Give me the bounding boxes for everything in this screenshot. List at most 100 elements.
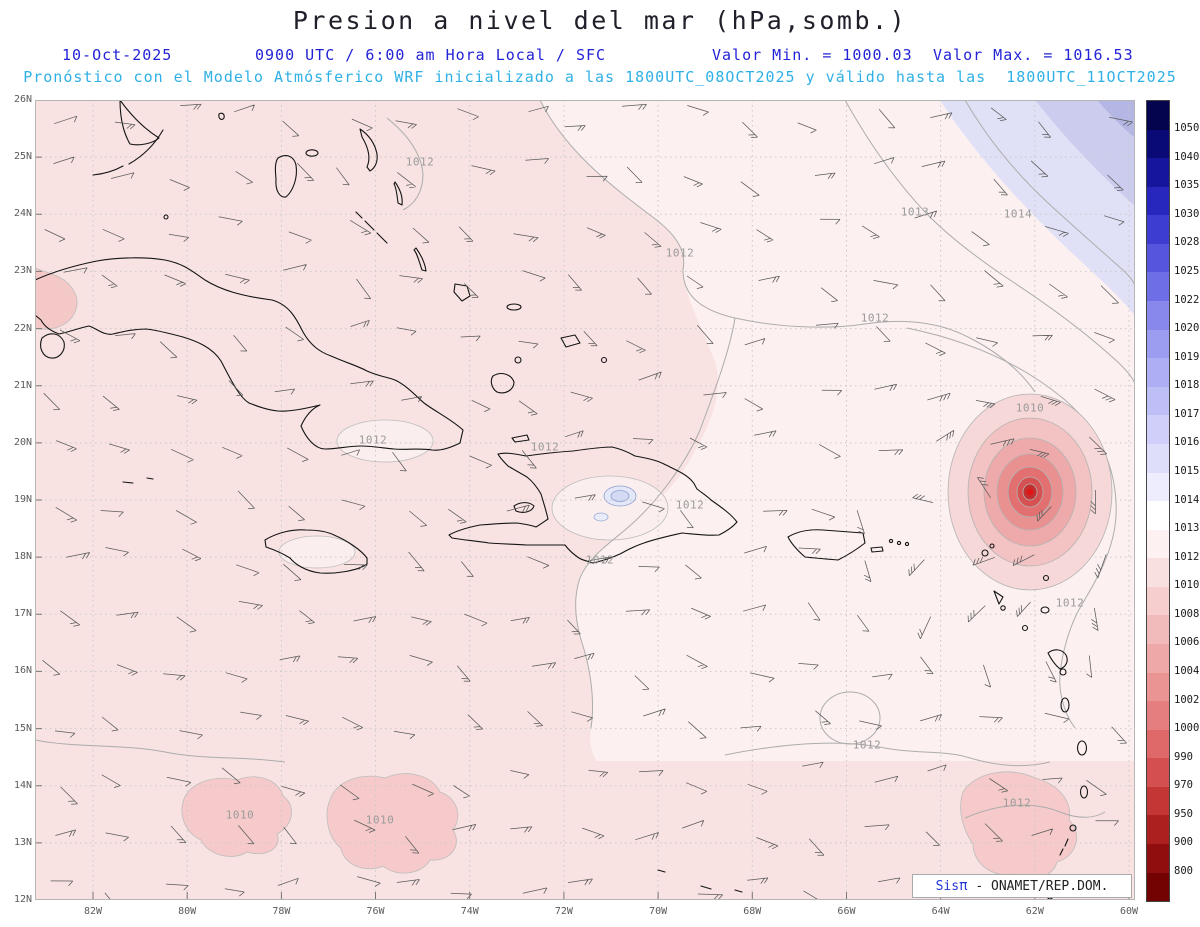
- wind-barbs: [42, 103, 1133, 900]
- colorbar-cell: [1147, 386, 1169, 416]
- lat-label-12N: 12N: [13, 894, 32, 905]
- coastlines: [35, 100, 1089, 900]
- max-value-label: Valor Max. = 1016.53: [933, 46, 1134, 64]
- colorbar-cell: [1147, 729, 1169, 759]
- map-area: 1012 1013 1014 1012 1012 1010 1012 1012 1012 1012…: [14, 94, 1138, 917]
- colorbar-cell: [1147, 443, 1169, 473]
- credit-text: - ONAMET/REP.DOM.: [967, 878, 1109, 894]
- colorbar-cell: [1147, 701, 1169, 730]
- local-light-and-low-patches: [278, 419, 669, 569]
- colorbar-label-1008: 1008: [1174, 607, 1200, 620]
- colorbar-cell: [1147, 586, 1169, 616]
- credit-sis: Sis: [935, 878, 960, 894]
- lon-label-78W: 78W: [272, 906, 291, 917]
- lat-label-23N: 23N: [13, 265, 32, 277]
- colorbar-label-1015: 1015: [1174, 464, 1200, 477]
- colorbar-cell: [1147, 186, 1169, 216]
- colorbar-label-1017: 1017: [1174, 407, 1200, 420]
- colorbar-cell: [1147, 272, 1169, 302]
- lon-label-62W: 62W: [1025, 906, 1044, 917]
- page-title: Presion a nivel del mar (hPa,somb.): [292, 6, 908, 35]
- credit-pi-icon: π: [959, 878, 968, 894]
- colorbar-cell: [1147, 758, 1169, 787]
- colorbar-label-1012: 1012: [1174, 550, 1200, 563]
- colorbar-cell: [1147, 415, 1169, 444]
- colorbar-cell: [1147, 501, 1169, 530]
- colorbar-label-1040: 1040: [1174, 150, 1200, 163]
- colorbar-cell: [1147, 844, 1169, 873]
- credit-box: Sis π - ONAMET/REP.DOM.: [912, 874, 1132, 898]
- colorbar-label-1019: 1019: [1174, 350, 1200, 363]
- colorbar-cell: [1147, 215, 1169, 244]
- colorbar-cell: [1147, 329, 1169, 359]
- lat-label-25N: 25N: [13, 151, 32, 163]
- colorbar-label-1006: 1006: [1174, 636, 1200, 649]
- colorbar-label-1002: 1002: [1174, 693, 1200, 706]
- colorbar-label-1025: 1025: [1174, 264, 1200, 277]
- lon-label-70W: 70W: [649, 906, 668, 917]
- colorbar-label-900: 900: [1174, 836, 1193, 849]
- low-pressure-center: [947, 393, 1113, 591]
- lat-label-21N: 21N: [13, 379, 32, 391]
- colorbar-label-1035: 1035: [1174, 179, 1200, 192]
- colorbar-cell: [1147, 472, 1169, 502]
- lon-label-66W: 66W: [837, 906, 856, 917]
- colorbar-label-1000: 1000: [1174, 722, 1200, 735]
- colorbar-label-970: 970: [1174, 779, 1193, 792]
- lat-label-15N: 15N: [13, 722, 32, 734]
- colorbar-label-950: 950: [1174, 807, 1193, 820]
- lat-label-16N: 16N: [13, 665, 32, 677]
- lon-label-60W: 60W: [1119, 906, 1139, 917]
- lat-label-26N: 26N: [13, 94, 32, 105]
- colorbar-cell: [1147, 101, 1169, 130]
- colorbar-cell: [1147, 672, 1169, 702]
- lon-label-80W: 80W: [178, 906, 197, 917]
- colorbar-label-1022: 1022: [1174, 293, 1200, 306]
- meta-line: 10-Oct-2025 0900 UTC / 6:00 am Hora Loca…: [0, 46, 1200, 66]
- lat-label-22N: 22N: [13, 322, 32, 334]
- lon-label-74W: 74W: [460, 906, 479, 917]
- colorbar-label-990: 990: [1174, 750, 1193, 763]
- colorbar-label-1013: 1013: [1174, 522, 1200, 535]
- lon-label-72W: 72W: [554, 906, 573, 917]
- pressure-map-canvas: [35, 100, 1135, 900]
- colorbar-label-1020: 1020: [1174, 322, 1200, 335]
- colorbar-label-1014: 1014: [1174, 493, 1200, 506]
- colorbar-cell: [1147, 529, 1169, 559]
- colorbar-cell: [1147, 129, 1169, 159]
- colorbar-label-1010: 1010: [1174, 579, 1200, 592]
- colorbar-label-1030: 1030: [1174, 207, 1200, 220]
- map-border: [35, 100, 1135, 900]
- colorbar-cell: [1147, 872, 1169, 902]
- colorbar-cell: [1147, 358, 1169, 387]
- lat-label-20N: 20N: [13, 436, 32, 448]
- isobar-contours: [35, 100, 1135, 819]
- colorbar-label-1004: 1004: [1174, 664, 1200, 677]
- colorbar-label-1018: 1018: [1174, 379, 1200, 392]
- colorbar-cell: [1147, 643, 1169, 673]
- lat-label-24N: 24N: [13, 208, 32, 220]
- run-date: 10-Oct-2025: [62, 46, 173, 64]
- lon-label-64W: 64W: [931, 906, 950, 917]
- colorbar-cell: [1147, 158, 1169, 187]
- lat-lon-gridlines: [35, 100, 1135, 900]
- lat-label-17N: 17N: [13, 608, 32, 620]
- colorbar-cell: [1147, 558, 1169, 587]
- model-info-line: Pronóstico con el Modelo Atmósferico WRF…: [23, 68, 1177, 86]
- lon-label-82W: 82W: [83, 906, 103, 917]
- colorbar-label-1016: 1016: [1174, 436, 1200, 449]
- lon-label-76W: 76W: [366, 906, 385, 917]
- colorbar-cell: [1147, 786, 1169, 816]
- colorbar-cell: [1147, 815, 1169, 845]
- colorbar-label-1050: 1050: [1174, 122, 1200, 135]
- colorbar-cell: [1147, 301, 1169, 330]
- min-value-label: Valor Min. = 1000.03: [712, 46, 913, 64]
- lat-label-19N: 19N: [13, 494, 32, 505]
- colorbar-label-800: 800: [1174, 864, 1193, 877]
- colorbar-label-1028: 1028: [1174, 236, 1200, 249]
- colorbar: [1146, 100, 1170, 902]
- valid-time: 0900 UTC / 6:00 am Hora Local / SFC: [255, 46, 607, 64]
- colorbar-labels: 1050 1040 1035 1030 1028 1025 1022 1020 1019 1018…: [1174, 100, 1200, 900]
- lon-label-68W: 68W: [743, 906, 762, 917]
